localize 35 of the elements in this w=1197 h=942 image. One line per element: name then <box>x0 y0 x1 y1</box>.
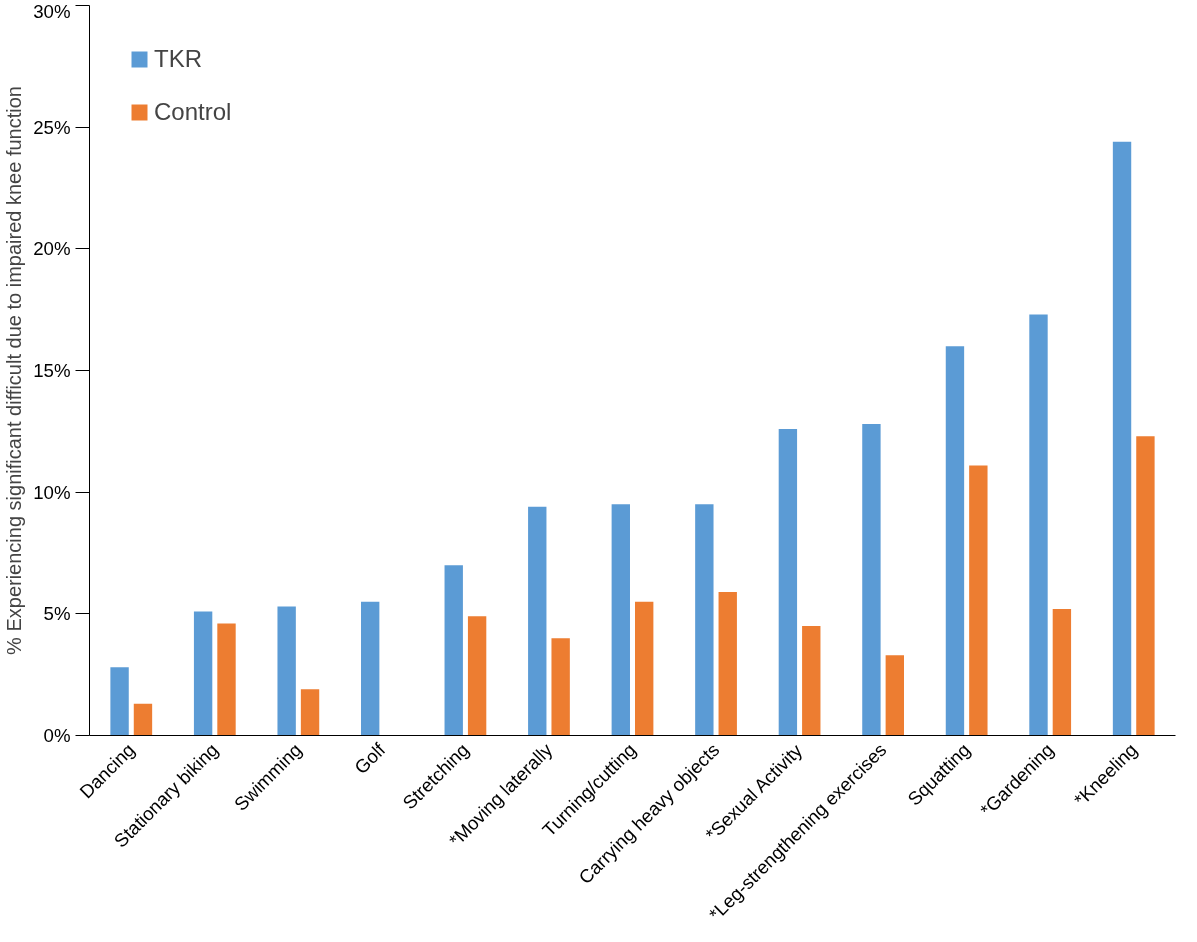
bar <box>528 506 547 736</box>
y-tick-label: 10% <box>33 481 71 503</box>
bar <box>885 655 904 736</box>
bar <box>193 611 213 736</box>
bar <box>277 606 296 736</box>
bar <box>217 623 236 736</box>
bar <box>718 591 737 736</box>
bar <box>945 346 965 736</box>
y-tick-label: 20% <box>33 238 71 260</box>
y-tick-label: 5% <box>43 603 71 625</box>
legend-label: TKR <box>154 45 202 73</box>
y-tick-label: 0% <box>43 725 71 746</box>
bar <box>635 601 654 736</box>
bar <box>444 565 463 736</box>
bar <box>110 667 129 736</box>
bar <box>695 504 714 736</box>
legend-label: Control <box>154 98 232 126</box>
y-tick-label: 30% <box>33 0 71 22</box>
bar <box>969 465 988 736</box>
bar <box>551 638 570 736</box>
bar <box>862 424 881 736</box>
bar <box>467 616 487 736</box>
y-axis-title: % Experiencing significant difficult due to impaired knee function <box>3 86 26 655</box>
y-tick-label: 15% <box>33 360 71 381</box>
bar <box>1029 314 1048 736</box>
bar <box>1112 141 1132 736</box>
bar <box>802 626 821 736</box>
bar <box>1052 608 1072 736</box>
bar <box>778 428 798 736</box>
bar <box>611 504 630 736</box>
y-tick-label: 25% <box>33 116 71 138</box>
bar <box>1136 436 1155 736</box>
bar <box>361 601 380 736</box>
bar <box>133 703 153 736</box>
bar <box>300 689 320 736</box>
